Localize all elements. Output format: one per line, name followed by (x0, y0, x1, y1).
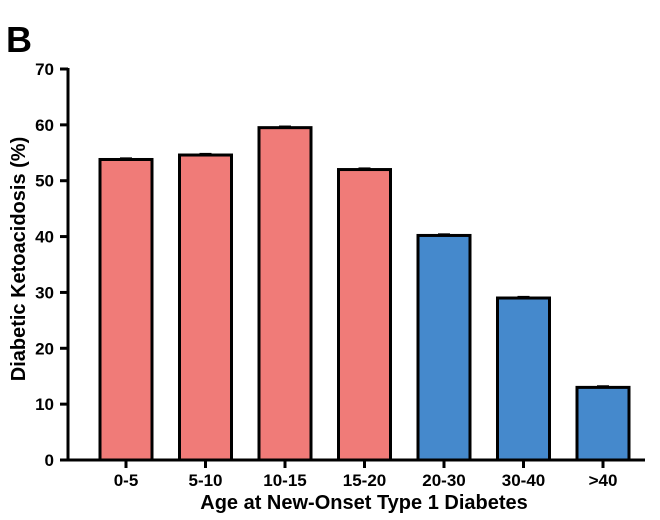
x-ticks-group: 0-5 5-10 10-15 15-20 20-30 30-40 >40 (114, 460, 618, 490)
panel-label: B (6, 19, 32, 60)
x-tick-label: 15-20 (343, 471, 386, 490)
bar-0-5 (98, 157, 154, 462)
bar-30-40 (496, 296, 551, 462)
bar-20-30 (416, 233, 472, 462)
y-tick-label: 0 (45, 451, 54, 470)
bar-15-20 (337, 168, 392, 462)
y-tick-label: 50 (35, 172, 54, 191)
x-tick-label: >40 (589, 471, 618, 490)
y-tick-label: 70 (35, 60, 54, 79)
bar-10-15 (257, 126, 313, 462)
x-tick-label: 10-15 (263, 471, 306, 490)
y-ticks-group: 0 10 20 30 40 50 60 70 (35, 60, 68, 470)
y-axis-label: Diabetic Ketoacidosis (%) (8, 137, 30, 382)
y-tick-label: 10 (35, 395, 54, 414)
x-tick-label: 5-10 (188, 471, 222, 490)
x-tick-label: 0-5 (114, 471, 139, 490)
y-tick-label: 60 (35, 116, 54, 135)
x-axis-label: Age at New-Onset Type 1 Diabetes (200, 492, 528, 514)
x-tick-label: 20-30 (422, 471, 465, 490)
bars-group (98, 125, 631, 462)
y-tick-label: 40 (35, 228, 54, 247)
y-tick-label: 30 (35, 283, 54, 302)
bar->40 (575, 385, 631, 462)
x-tick-label: 30-40 (502, 471, 545, 490)
y-tick-label: 20 (35, 339, 54, 358)
bar-5-10 (178, 153, 233, 462)
